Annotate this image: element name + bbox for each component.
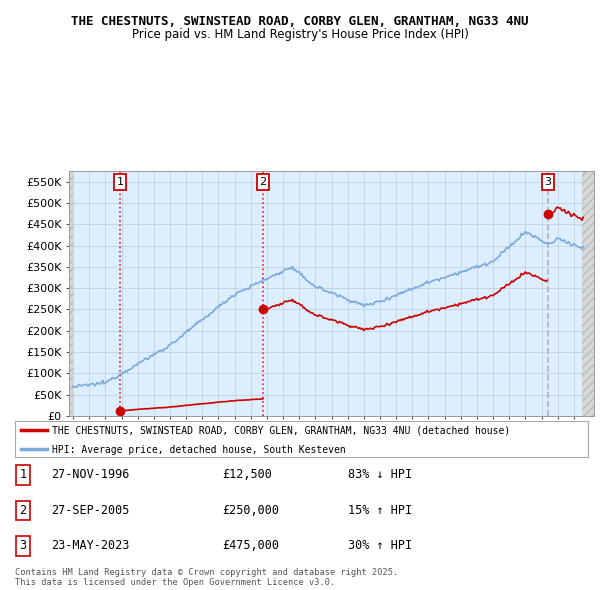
- Text: Price paid vs. HM Land Registry's House Price Index (HPI): Price paid vs. HM Land Registry's House …: [131, 28, 469, 41]
- Text: 1: 1: [117, 177, 124, 187]
- Text: 83% ↓ HPI: 83% ↓ HPI: [348, 468, 412, 481]
- Text: 3: 3: [19, 539, 26, 552]
- Text: 2: 2: [19, 504, 26, 517]
- Bar: [582, 171, 594, 416]
- Text: 2: 2: [259, 177, 266, 187]
- Text: HPI: Average price, detached house, South Kesteven: HPI: Average price, detached house, Sout…: [52, 445, 346, 455]
- Text: 15% ↑ HPI: 15% ↑ HPI: [348, 504, 412, 517]
- Text: 3: 3: [544, 177, 551, 187]
- Text: 27-SEP-2005: 27-SEP-2005: [51, 504, 130, 517]
- Text: Contains HM Land Registry data © Crown copyright and database right 2025.
This d: Contains HM Land Registry data © Crown c…: [15, 568, 398, 587]
- Text: £475,000: £475,000: [222, 539, 279, 552]
- Text: £250,000: £250,000: [222, 504, 279, 517]
- Text: £12,500: £12,500: [222, 468, 272, 481]
- Text: 1: 1: [19, 468, 26, 481]
- Text: 30% ↑ HPI: 30% ↑ HPI: [348, 539, 412, 552]
- Text: THE CHESTNUTS, SWINSTEAD ROAD, CORBY GLEN, GRANTHAM, NG33 4NU: THE CHESTNUTS, SWINSTEAD ROAD, CORBY GLE…: [71, 15, 529, 28]
- Text: 23-MAY-2023: 23-MAY-2023: [51, 539, 130, 552]
- Text: THE CHESTNUTS, SWINSTEAD ROAD, CORBY GLEN, GRANTHAM, NG33 4NU (detached house): THE CHESTNUTS, SWINSTEAD ROAD, CORBY GLE…: [52, 426, 511, 436]
- Text: 27-NOV-1996: 27-NOV-1996: [51, 468, 130, 481]
- Bar: [69, 171, 73, 416]
